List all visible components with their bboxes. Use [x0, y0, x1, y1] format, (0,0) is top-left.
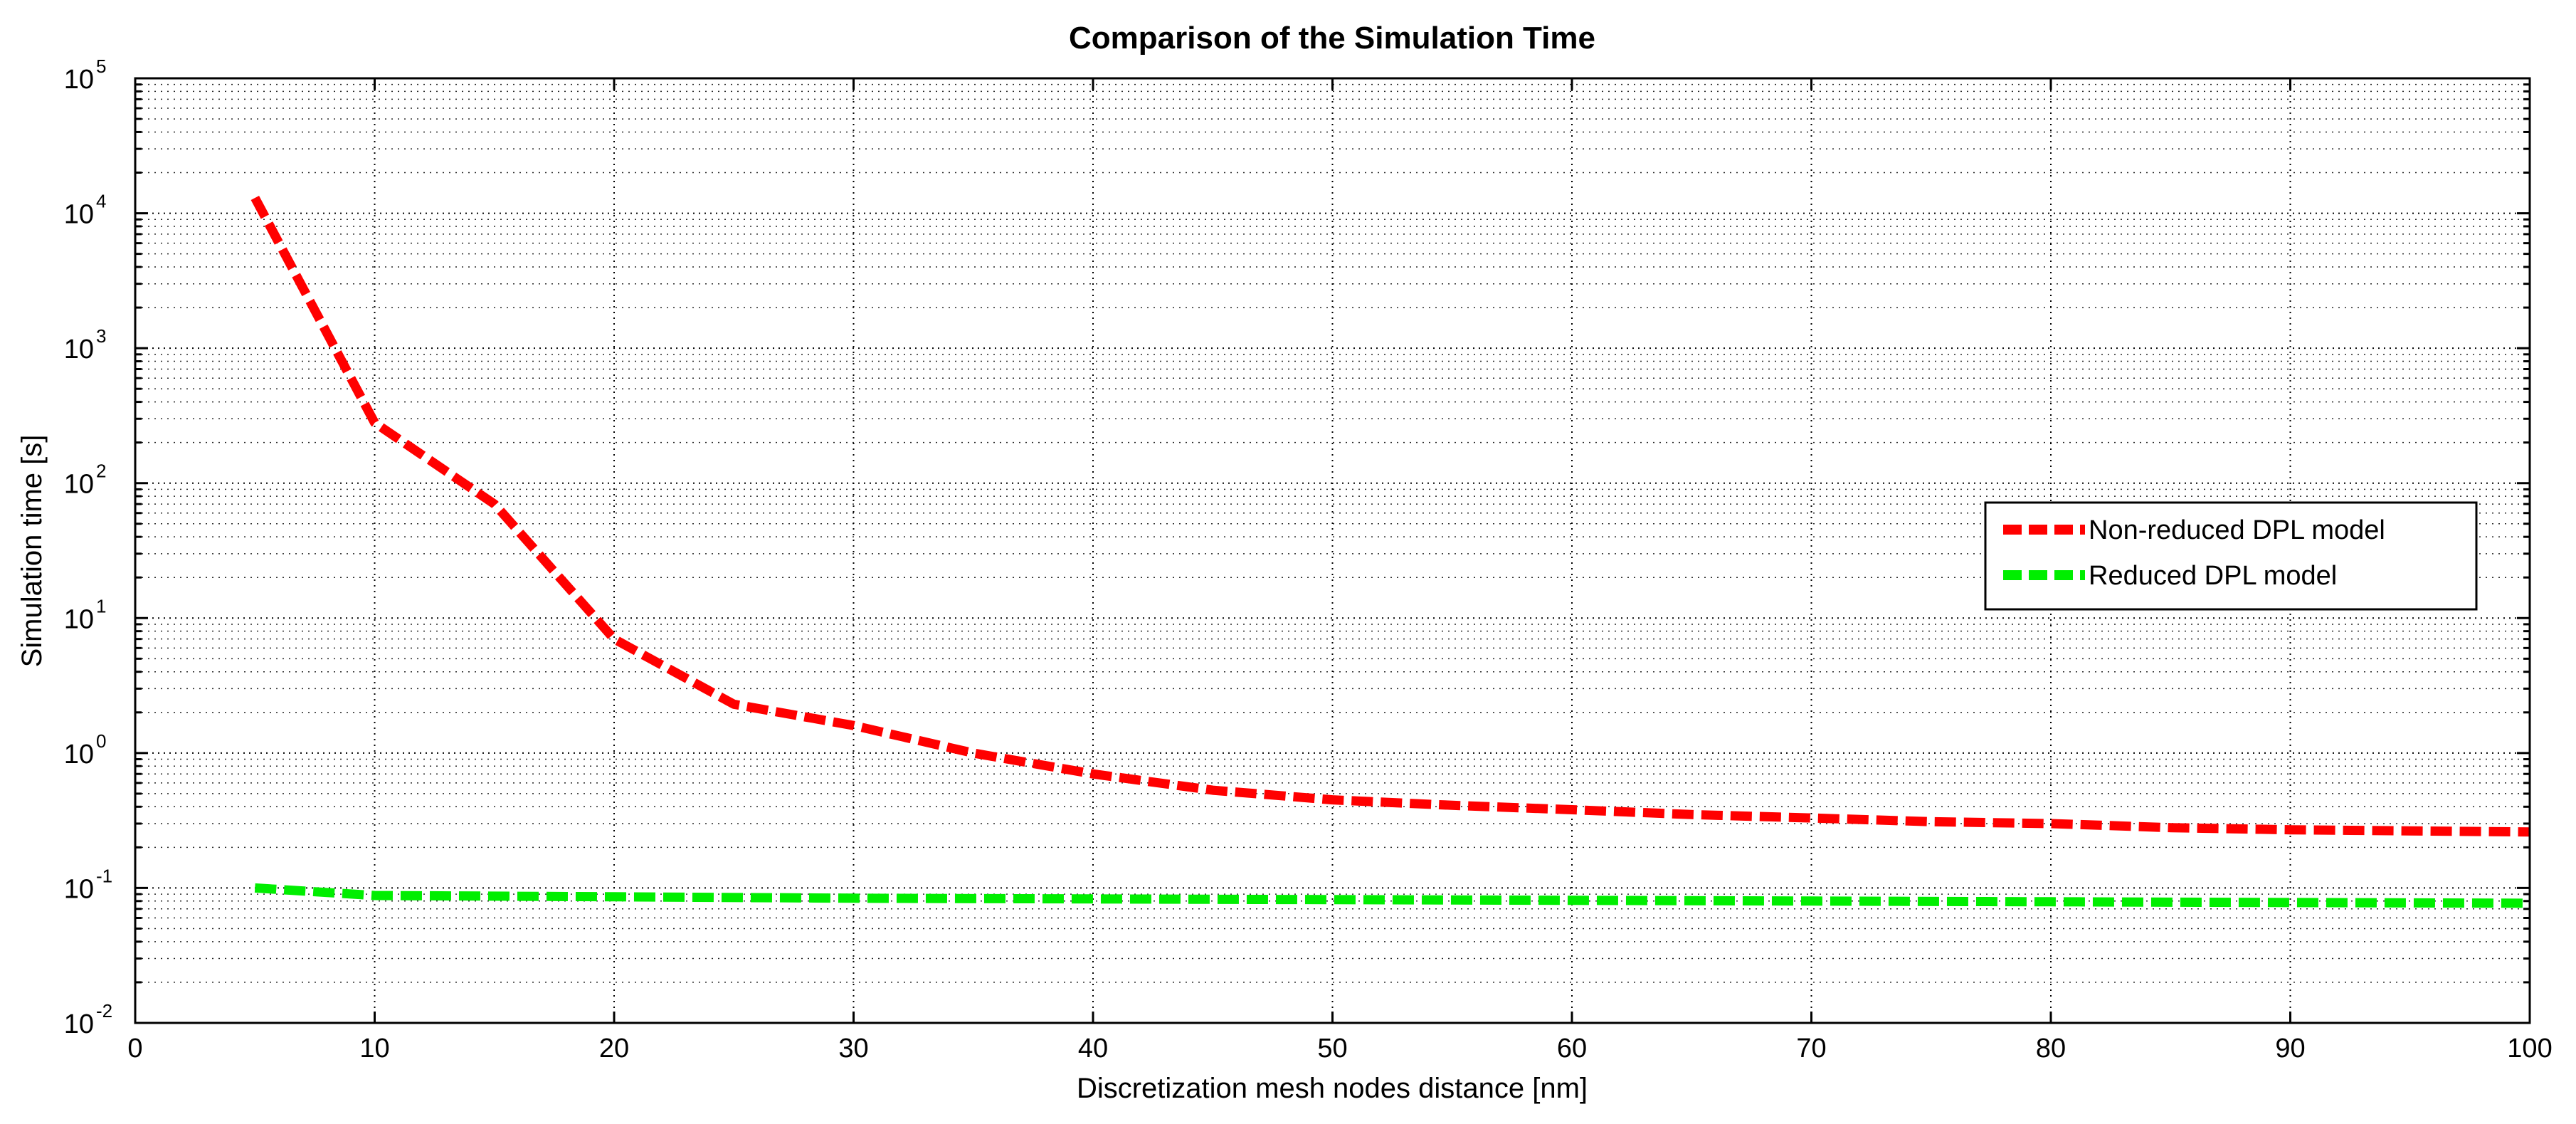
y-tick-exponent: -2	[96, 1000, 112, 1021]
x-tick-label: 0	[127, 1034, 142, 1063]
x-tick-label: 70	[1796, 1034, 1826, 1063]
y-tick-label: 10	[64, 200, 94, 230]
series-line-reduced	[254, 883, 2530, 908]
x-tick-label: 30	[838, 1034, 868, 1063]
legend-label-non-reduced: Non-reduced DPL model	[2089, 515, 2385, 545]
y-tick-exponent: 5	[96, 56, 106, 77]
series-line-non-reduced	[250, 195, 2530, 837]
series-layer	[250, 195, 2530, 908]
x-axis-label: Discretization mesh nodes distance [nm]	[1077, 1073, 1588, 1104]
y-tick-exponent: 4	[96, 191, 106, 212]
y-tick-exponent: 1	[96, 595, 106, 616]
legend-label-reduced: Reduced DPL model	[2089, 561, 2337, 591]
grid-layer	[135, 78, 2530, 1023]
x-tick-label: 80	[2036, 1034, 2066, 1063]
y-tick-label: 10	[64, 740, 94, 770]
y-tick-exponent: 0	[96, 730, 106, 752]
x-tick-label: 40	[1078, 1034, 1108, 1063]
legend-box	[1984, 501, 2478, 611]
x-tick-label: 50	[1317, 1034, 1347, 1063]
legend: Non-reduced DPL model Reduced DPL model	[1984, 501, 2478, 611]
y-tick-exponent: 2	[96, 461, 106, 482]
x-tick-label: 60	[1557, 1034, 1587, 1063]
y-tick-label: 10	[64, 65, 94, 95]
y-tick-label: 10	[64, 470, 94, 500]
y-tick-label: 10	[64, 604, 94, 634]
y-tick-exponent: -1	[96, 865, 112, 886]
x-tick-label: 20	[599, 1034, 629, 1063]
y-axis-label: Simulation time [s]	[16, 435, 48, 668]
y-tick-label: 10	[64, 1009, 94, 1039]
y-tick-label: 10	[64, 874, 94, 904]
x-tick-label: 90	[2275, 1034, 2305, 1063]
y-tick-exponent: 3	[96, 325, 106, 347]
x-tick-label: 100	[2507, 1034, 2552, 1063]
y-tick-label: 10	[64, 335, 94, 364]
x-tick-label: 10	[359, 1034, 389, 1063]
chart-title: Comparison of the Simulation Time	[1069, 21, 1595, 56]
